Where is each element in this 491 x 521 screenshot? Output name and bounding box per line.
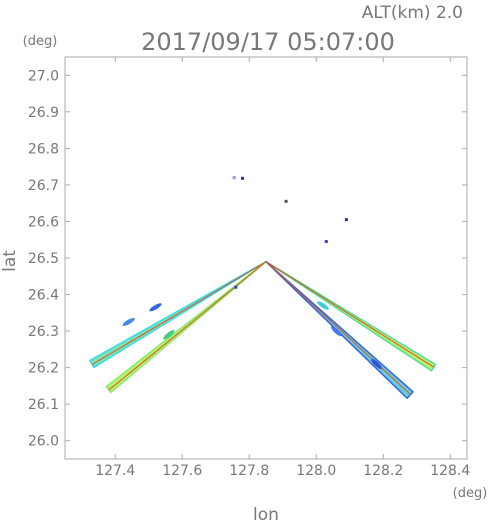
y-tick-label: 26.2 xyxy=(28,361,59,377)
y-tick-label: 26.9 xyxy=(28,105,59,121)
echo-point xyxy=(232,176,236,180)
beam-3-echo-patch xyxy=(316,301,329,310)
beam-4-center-line xyxy=(265,261,411,395)
y-tick-label: 26.5 xyxy=(28,251,59,267)
beam-1-center-line xyxy=(91,261,267,365)
x-tick-label: 128.4 xyxy=(430,463,470,479)
x-tick-label: 128.0 xyxy=(296,463,336,479)
echo-point xyxy=(234,285,238,289)
echo-point xyxy=(344,218,348,222)
x-axis-ticks: 127.4 127.6 127.8 128.0 128.2 128.4 xyxy=(95,57,470,479)
y-unit-label: (deg) xyxy=(23,34,58,49)
x-tick-label: 127.6 xyxy=(162,463,202,479)
y-tick-label: 26.3 xyxy=(28,324,59,340)
x-axis-title: lon xyxy=(253,505,279,521)
beam-2-center-line xyxy=(108,261,267,391)
y-tick-label: 26.8 xyxy=(28,141,59,157)
echo-point xyxy=(324,240,328,244)
radar-beams xyxy=(89,260,437,399)
altitude-label: ALT(km) 2.0 xyxy=(362,3,463,23)
beam-1-echo-patch xyxy=(149,303,162,312)
y-tick-label: 26.6 xyxy=(28,214,59,230)
beam-3-center-line xyxy=(265,261,435,368)
scattered-echoes xyxy=(232,176,348,289)
beam-4-echo-patch xyxy=(331,326,342,337)
y-tick-label: 27.0 xyxy=(28,68,59,84)
x-tick-label: 127.4 xyxy=(95,463,135,479)
x-tick-label: 127.8 xyxy=(229,463,269,479)
y-tick-label: 26.1 xyxy=(28,397,59,413)
beam-4-echo-patch xyxy=(371,358,382,370)
y-axis-title: lat xyxy=(0,250,20,272)
echo-point xyxy=(241,176,245,180)
chart-datetime: 2017/09/17 05:07:00 xyxy=(141,28,395,56)
x-unit-label: (deg) xyxy=(453,486,488,501)
echo-point xyxy=(284,199,288,203)
beam-3 xyxy=(265,260,437,372)
y-tick-label: 26.0 xyxy=(28,434,59,450)
beam-2-echo-patch xyxy=(163,330,175,340)
y-tick-label: 26.7 xyxy=(28,178,59,194)
x-tick-label: 128.2 xyxy=(363,463,403,479)
y-tick-label: 26.4 xyxy=(28,288,59,304)
y-axis-ticks: 26.0 26.1 26.2 26.3 26.4 26.5 26.6 26.7 26.8 26.9… xyxy=(28,68,467,450)
beam-1-echo-patch xyxy=(122,317,135,326)
